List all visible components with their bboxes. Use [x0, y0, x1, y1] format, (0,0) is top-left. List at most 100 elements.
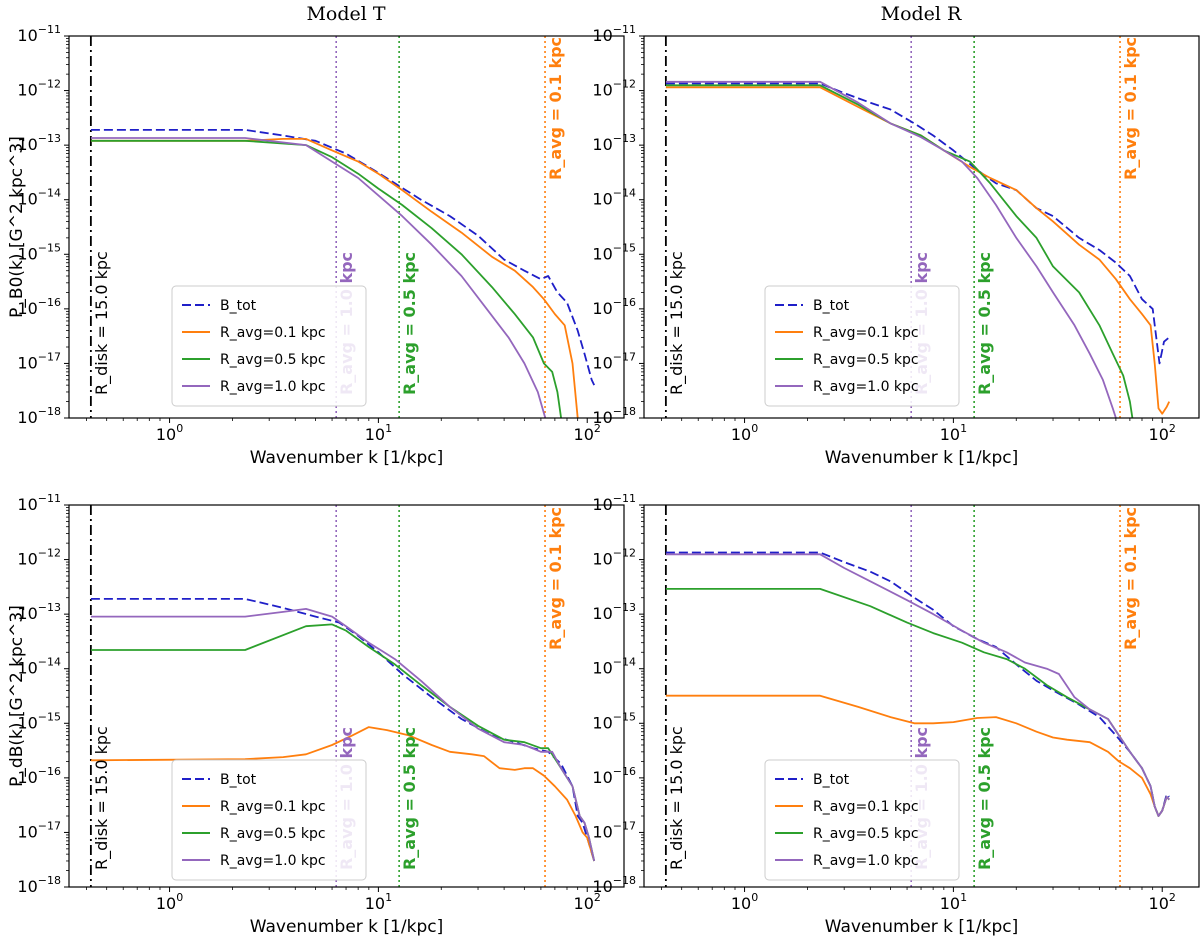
legend: B_tot R_avg=0.1 kpc R_avg=0.5 kpc R_avg=1.0…: [764, 759, 960, 881]
legend: B_tot R_avg=0.1 kpc R_avg=0.5 kpc R_avg=1.0…: [764, 285, 960, 407]
x-axis-label: Wavenumber k [1/kpc]: [825, 448, 1018, 468]
y-axis-label: P_B0(k) [G^2 kpc^3]: [7, 136, 27, 318]
y-tick-label: 10−12: [17, 78, 61, 100]
y-tick-label: 10−11: [17, 492, 61, 514]
y-tick-label: 10−13: [17, 601, 61, 623]
series-line-1: [90, 137, 579, 418]
y-tick-label: 10−18: [17, 405, 61, 427]
y-tick-label: 10−17: [17, 819, 61, 841]
y-tick-label: 10−17: [592, 350, 636, 372]
y-tick-label: 10−12: [592, 78, 636, 100]
y-tick-label: 10−18: [592, 874, 636, 896]
legend-label-0: B_tot: [220, 298, 257, 314]
legend-label-3: R_avg=1.0 kpc: [220, 853, 326, 869]
vline-label-2: R_avg = 0.5 kpc: [400, 727, 419, 870]
axes-frame: [68, 35, 625, 419]
series-line-2: [90, 139, 562, 418]
legend-box: [171, 759, 367, 881]
legend-label-0: B_tot: [220, 772, 257, 788]
x-tick-label: 100: [156, 891, 183, 913]
x-axis-label: Wavenumber k [1/kpc]: [825, 917, 1018, 937]
column-title-model-t: Model T: [306, 3, 385, 25]
x-tick-label: 100: [156, 422, 183, 444]
legend-label-1: R_avg=0.1 kpc: [813, 325, 919, 341]
x-tick-label: 102: [1149, 422, 1176, 444]
panel-top-left: 10−18 10−17 10−16 10−15 10−14 10−13 10−12 10−11…: [7, 23, 625, 468]
legend-label-1: R_avg=0.1 kpc: [813, 799, 919, 815]
vline-label-3: R_avg = 0.1 kpc: [1121, 37, 1140, 180]
x-tick-label: 101: [940, 891, 967, 913]
legend-label-0: B_tot: [813, 772, 850, 788]
y-tick-label: 10−16: [592, 296, 636, 318]
axes-frame: [68, 504, 625, 888]
y-tick-label: 10−11: [17, 23, 61, 45]
panel-bottom-right: 10−18 10−17 10−16 10−15 10−14 10−13 10−12 10−11…: [592, 492, 1200, 937]
panel-top-right: 10−18 10−17 10−16 10−15 10−14 10−13 10−12 10−11…: [592, 23, 1200, 468]
legend-label-2: R_avg=0.5 kpc: [813, 826, 919, 842]
y-tick-label: 10−17: [592, 819, 636, 841]
legend-box: [764, 759, 960, 881]
y-tick-label: 10−13: [592, 601, 636, 623]
y-tick-label: 10−15: [17, 241, 61, 263]
legend: B_tot R_avg=0.1 kpc R_avg=0.5 kpc R_avg=1.0…: [171, 759, 367, 881]
series-line-3: [90, 608, 596, 862]
y-tick-label: 10−12: [17, 547, 61, 569]
legend-label-3: R_avg=1.0 kpc: [220, 379, 326, 395]
panel-bottom-left: 10−18 10−17 10−16 10−15 10−14 10−13 10−12 10−11…: [7, 492, 625, 937]
y-tick-label: 10−18: [592, 405, 636, 427]
axes-frame: [643, 504, 1200, 888]
legend-label-2: R_avg=0.5 kpc: [220, 352, 326, 368]
y-tick-label: 10−14: [592, 656, 636, 678]
x-tick-label: 100: [731, 891, 758, 913]
vline-label-2: R_avg = 0.5 kpc: [975, 252, 994, 395]
y-tick-label: 10−15: [592, 241, 636, 263]
x-tick-label: 101: [365, 422, 392, 444]
legend-label-2: R_avg=0.5 kpc: [813, 352, 919, 368]
vline-label-0: R_disk = 15.0 kpc: [667, 726, 687, 870]
series-line-0: [90, 128, 596, 386]
y-tick-label: 10−14: [592, 187, 636, 209]
legend-label-0: B_tot: [813, 298, 850, 314]
y-tick-label: 10−14: [17, 187, 61, 209]
y-tick-label: 10−18: [17, 874, 61, 896]
column-title-model-r: Model R: [881, 3, 962, 25]
legend-box: [171, 285, 367, 407]
x-tick-label: 101: [940, 422, 967, 444]
y-tick-label: 10−16: [17, 765, 61, 787]
vline-label-3: R_avg = 0.1 kpc: [546, 37, 565, 180]
vline-label-3: R_avg = 0.1 kpc: [1121, 507, 1140, 650]
legend-label-1: R_avg=0.1 kpc: [220, 325, 326, 341]
series-line-3: [665, 80, 1117, 418]
series-line-1: [90, 726, 596, 862]
legend-label-3: R_avg=1.0 kpc: [813, 379, 919, 395]
legend-label-1: R_avg=0.1 kpc: [220, 799, 326, 815]
vline-label-3: R_avg = 0.1 kpc: [546, 507, 565, 650]
series-line-3: [665, 553, 1170, 817]
x-tick-label: 102: [574, 891, 601, 913]
y-tick-label: 10−13: [592, 132, 636, 154]
y-tick-label: 10−15: [592, 710, 636, 732]
y-tick-label: 10−16: [592, 765, 636, 787]
y-tick-label: 10−15: [17, 710, 61, 732]
x-tick-label: 102: [574, 422, 601, 444]
y-tick-label: 10−14: [17, 656, 61, 678]
x-tick-label: 100: [731, 422, 758, 444]
legend-label-3: R_avg=1.0 kpc: [813, 853, 919, 869]
x-axis-label: Wavenumber k [1/kpc]: [250, 917, 443, 937]
axes-frame: [643, 35, 1200, 419]
vline-label-0: R_disk = 15.0 kpc: [92, 726, 112, 870]
y-tick-label: 10−17: [17, 350, 61, 372]
y-tick-label: 10−13: [17, 132, 61, 154]
x-axis-label: Wavenumber k [1/kpc]: [250, 448, 443, 468]
series-line-3: [90, 137, 547, 418]
y-tick-label: 10−16: [17, 296, 61, 318]
y-tick-label: 10−11: [592, 492, 636, 514]
y-axis-label: P_dB(k) [G^2 kpc^3]: [7, 605, 27, 787]
x-tick-label: 101: [365, 891, 392, 913]
y-tick-label: 10−12: [592, 547, 636, 569]
vline-label-0: R_disk = 15.0 kpc: [667, 251, 687, 395]
y-tick-label: 10−11: [592, 23, 636, 45]
vline-label-2: R_avg = 0.5 kpc: [975, 727, 994, 870]
vline-label-2: R_avg = 0.5 kpc: [400, 252, 419, 395]
